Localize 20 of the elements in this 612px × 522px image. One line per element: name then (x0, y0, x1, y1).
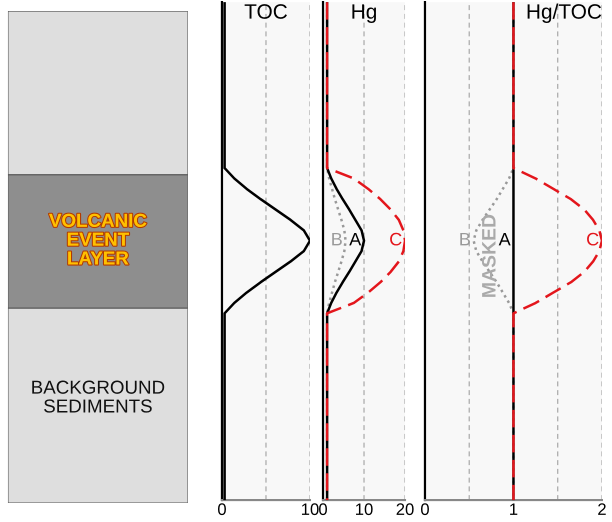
chart-title: Hg (352, 4, 376, 23)
x-tick-label: 0 (218, 503, 226, 516)
x-tick-label: 1 (510, 503, 518, 515)
x-tick-label: 10 (356, 503, 373, 516)
chart-title: Hg/TOC (528, 4, 602, 23)
x-tick-label: 0 (420, 503, 429, 516)
series-label: C (587, 232, 598, 246)
series-label: C (390, 232, 402, 246)
series-label: B (460, 232, 470, 246)
series-label: A (498, 232, 511, 246)
annotation: MASKED (482, 214, 496, 297)
chart-title: TOC (244, 4, 287, 19)
series-label: A (349, 232, 362, 246)
text: VOLCANIC EVENT LAYER (49, 214, 146, 264)
text: BACKGROUND SEDIMENTS (32, 380, 164, 413)
x-tick-label: 10 (302, 503, 319, 516)
x-tick-label: 0 (319, 503, 327, 516)
x-tick-label: 2 (598, 503, 606, 515)
series-label: B (332, 232, 342, 246)
x-tick-label: 20 (396, 503, 414, 516)
